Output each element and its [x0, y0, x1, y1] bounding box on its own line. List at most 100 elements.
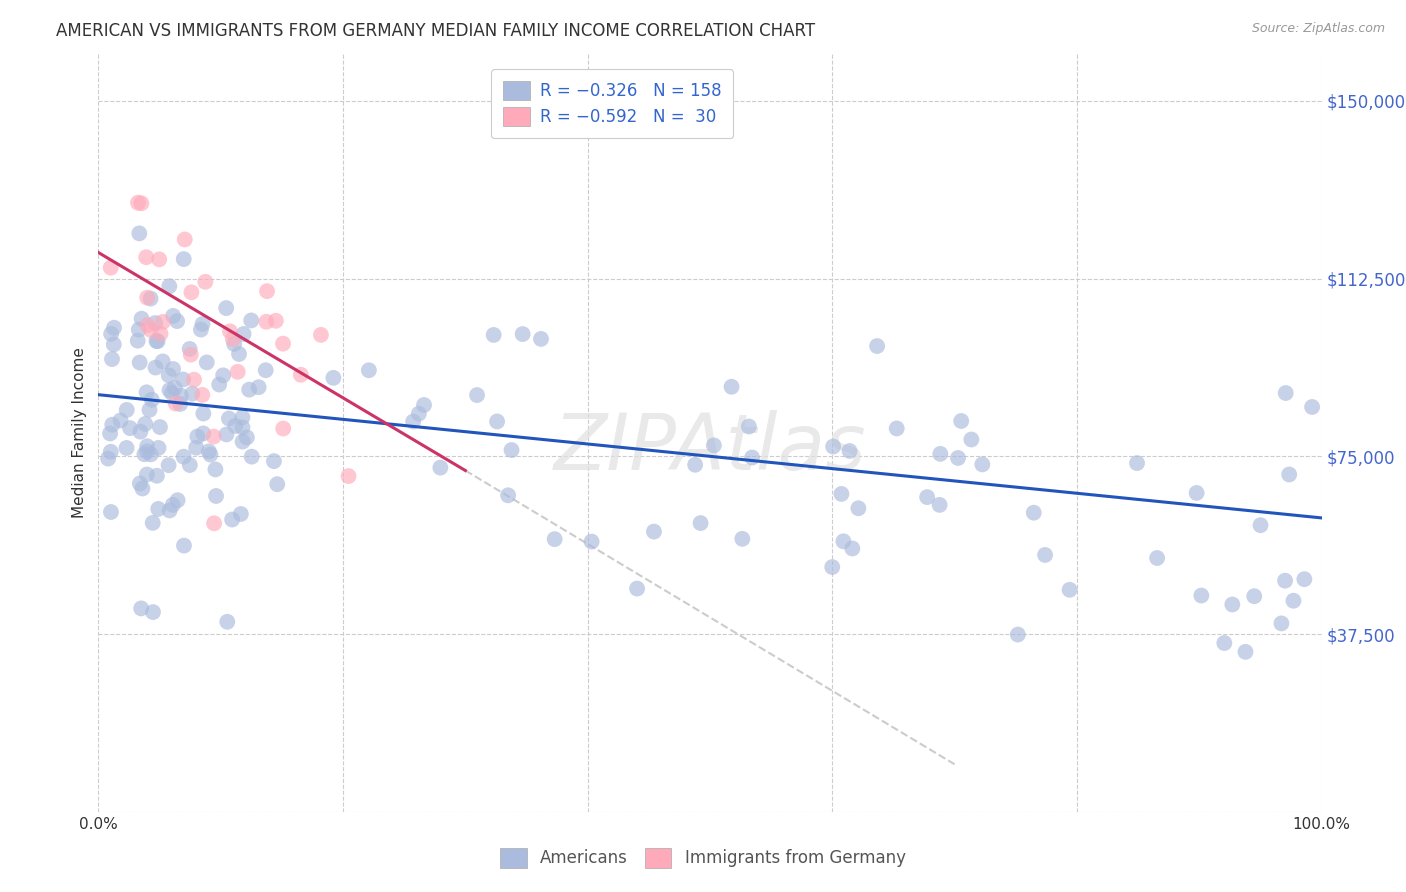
Point — [103, 320, 125, 334]
Point — [929, 447, 952, 461]
Point — [128, 227, 150, 241]
Point — [264, 314, 287, 328]
Point — [141, 392, 163, 407]
Point — [226, 365, 249, 379]
Point — [148, 502, 170, 516]
Point — [263, 454, 285, 468]
Legend: R = −0.326   N = 158, R = −0.592   N =  30: R = −0.326 N = 158, R = −0.592 N = 30 — [491, 70, 733, 138]
Point — [1301, 400, 1323, 414]
Point — [159, 503, 181, 517]
Point — [231, 410, 253, 425]
Point — [202, 516, 225, 531]
Point — [224, 419, 246, 434]
Point — [157, 279, 180, 293]
Point — [165, 396, 187, 410]
Point — [193, 407, 215, 421]
Point — [886, 421, 908, 435]
Point — [208, 377, 231, 392]
Point — [136, 444, 159, 458]
Point — [138, 402, 160, 417]
Point — [134, 417, 156, 431]
Point — [219, 324, 242, 338]
Point — [129, 425, 152, 439]
Point — [115, 403, 138, 417]
Point — [152, 354, 174, 368]
Point — [217, 615, 239, 629]
Point — [195, 355, 218, 369]
Point — [357, 363, 380, 377]
Point — [972, 458, 994, 472]
Point — [643, 524, 665, 539]
Point — [101, 417, 124, 432]
Point — [215, 301, 238, 315]
Point — [159, 383, 181, 397]
Point — [309, 327, 332, 342]
Point — [131, 196, 153, 211]
Point — [830, 487, 852, 501]
Point — [103, 337, 125, 351]
Point — [1007, 627, 1029, 641]
Point — [191, 317, 214, 331]
Point — [145, 360, 167, 375]
Point — [1282, 593, 1305, 607]
Text: AMERICAN VS IMMIGRANTS FROM GERMANY MEDIAN FAMILY INCOME CORRELATION CHART: AMERICAN VS IMMIGRANTS FROM GERMANY MEDI… — [56, 22, 815, 40]
Point — [160, 386, 183, 401]
Point — [231, 420, 253, 434]
Point — [741, 450, 763, 465]
Text: ZIPAtlas: ZIPAtlas — [554, 409, 866, 486]
Point — [429, 460, 451, 475]
Point — [152, 315, 174, 329]
Point — [143, 316, 166, 330]
Point — [120, 421, 142, 435]
Point — [179, 458, 201, 472]
Point — [139, 292, 162, 306]
Point — [581, 534, 603, 549]
Point — [134, 447, 156, 461]
Point — [218, 411, 240, 425]
Point — [128, 323, 150, 337]
Point — [135, 467, 157, 482]
Point — [408, 407, 430, 421]
Point — [841, 541, 863, 556]
Point — [136, 439, 159, 453]
Point — [290, 368, 312, 382]
Point — [200, 448, 222, 462]
Point — [173, 539, 195, 553]
Point — [413, 398, 436, 412]
Point — [100, 260, 122, 275]
Point — [131, 482, 153, 496]
Point — [172, 372, 194, 386]
Point — [180, 285, 202, 300]
Point — [142, 605, 165, 619]
Point — [224, 337, 246, 351]
Point — [193, 426, 215, 441]
Point — [157, 458, 180, 472]
Point — [512, 327, 534, 342]
Point — [1146, 551, 1168, 566]
Point — [240, 313, 263, 327]
Point — [204, 462, 226, 476]
Point — [683, 458, 706, 472]
Point — [271, 421, 294, 435]
Point — [1294, 572, 1316, 586]
Point — [101, 352, 124, 367]
Point — [232, 434, 254, 449]
Point — [166, 493, 188, 508]
Point — [254, 363, 277, 377]
Point — [322, 371, 344, 385]
Point — [173, 450, 195, 464]
Point — [162, 362, 184, 376]
Point — [215, 427, 238, 442]
Point — [866, 339, 889, 353]
Point — [915, 490, 938, 504]
Point — [162, 309, 184, 323]
Point — [129, 601, 152, 615]
Point — [266, 477, 288, 491]
Point — [190, 323, 212, 337]
Point — [148, 441, 170, 455]
Point — [194, 275, 217, 289]
Point — [139, 447, 162, 461]
Point — [543, 532, 565, 546]
Point — [1033, 548, 1056, 562]
Point — [823, 440, 845, 454]
